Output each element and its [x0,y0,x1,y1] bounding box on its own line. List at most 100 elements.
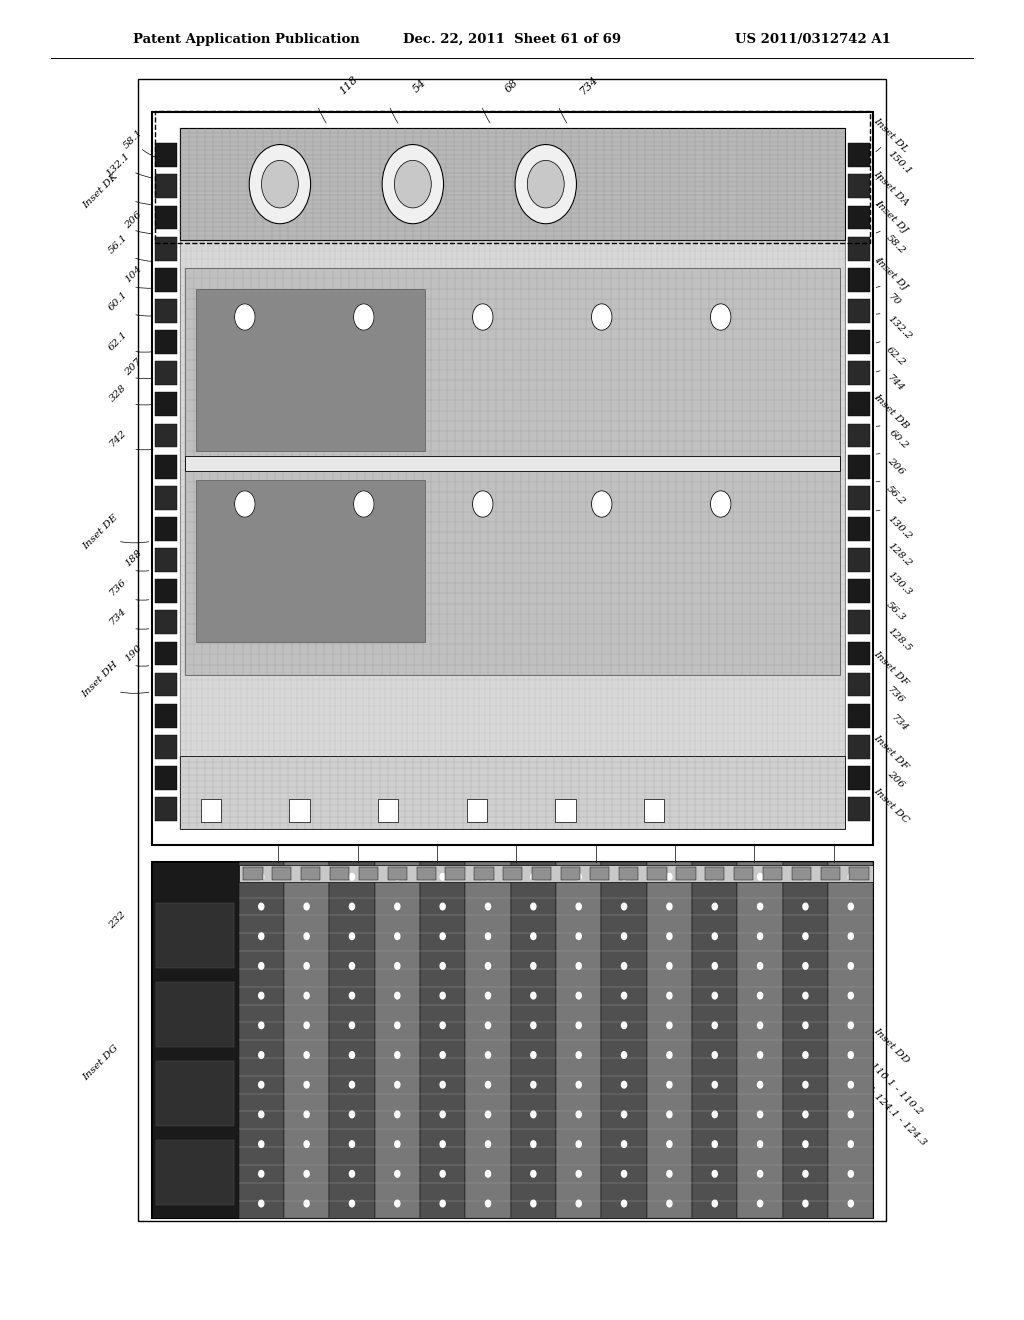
Bar [244,867,262,880]
Circle shape [577,962,582,969]
Circle shape [259,933,264,940]
Circle shape [848,903,853,909]
Circle shape [758,993,763,999]
Bar [848,424,870,447]
Bar [848,797,870,821]
Circle shape [530,1171,536,1177]
Circle shape [758,1022,763,1028]
Bar [532,867,551,880]
Circle shape [259,1052,264,1059]
Bar [388,867,407,880]
Bar [676,867,695,880]
Circle shape [440,1052,445,1059]
Circle shape [758,1081,763,1088]
Bar [152,862,873,1218]
Circle shape [711,304,731,330]
Text: Inset DE: Inset DE [81,512,120,552]
Bar [239,865,873,882]
Circle shape [382,144,443,223]
Bar [601,862,647,1218]
Text: 734: 734 [578,75,600,96]
Circle shape [667,1052,672,1059]
Circle shape [515,144,577,223]
Bar [330,867,349,880]
Bar [155,236,177,260]
Bar [828,862,873,1218]
Bar [155,704,177,727]
Bar [156,903,234,968]
Bar [848,454,870,479]
Bar [465,862,511,1218]
Circle shape [349,933,354,940]
Text: 56.1: 56.1 [106,232,129,256]
Text: Inset DC: Inset DC [871,785,910,825]
Bar [503,867,522,880]
Circle shape [577,1081,582,1088]
Circle shape [259,993,264,999]
Circle shape [349,1140,354,1147]
Circle shape [622,962,627,969]
Circle shape [259,1171,264,1177]
Circle shape [261,160,298,207]
Circle shape [249,144,310,223]
Circle shape [622,1052,627,1059]
Circle shape [622,874,627,880]
Circle shape [485,1200,490,1206]
Bar [467,799,487,822]
Circle shape [803,903,808,909]
Circle shape [713,903,717,909]
Circle shape [304,962,309,969]
Bar [474,867,494,880]
Circle shape [713,1140,717,1147]
Bar [692,862,737,1218]
Circle shape [713,933,717,940]
Bar [155,298,177,323]
Bar [848,392,870,416]
Circle shape [577,903,582,909]
Bar [152,112,873,845]
Text: 130.3: 130.3 [886,570,912,597]
Circle shape [848,874,853,880]
Bar [155,517,177,541]
Bar [239,862,284,1218]
Circle shape [394,160,431,207]
Bar [848,610,870,634]
Bar [180,128,845,240]
Circle shape [803,1140,808,1147]
Bar [155,206,177,230]
Bar [155,392,177,416]
Text: 56.2: 56.2 [885,483,907,507]
Bar [196,289,425,451]
Circle shape [395,1200,400,1206]
Circle shape [577,1200,582,1206]
Circle shape [577,1140,582,1147]
Circle shape [395,1022,400,1028]
Bar [706,867,724,880]
Circle shape [848,1200,853,1206]
Circle shape [530,1052,536,1059]
Bar [848,144,870,168]
Circle shape [395,933,400,940]
Circle shape [485,1111,490,1118]
Circle shape [667,962,672,969]
Text: 54: 54 [412,78,428,94]
Text: 744: 744 [886,372,906,393]
Circle shape [758,1140,763,1147]
Circle shape [485,903,490,909]
Text: 190: 190 [123,643,143,664]
Circle shape [440,874,445,880]
Circle shape [440,1022,445,1028]
Bar [185,455,840,471]
Circle shape [848,1111,853,1118]
Circle shape [713,993,717,999]
Bar [848,174,870,198]
Circle shape [395,1052,400,1059]
Text: Inset DF: Inset DF [871,648,910,688]
Bar [180,128,845,829]
Circle shape [259,1111,264,1118]
Text: 206: 206 [886,768,906,789]
Bar [155,268,177,292]
Circle shape [622,1022,627,1028]
Circle shape [667,1140,672,1147]
Circle shape [440,933,445,940]
